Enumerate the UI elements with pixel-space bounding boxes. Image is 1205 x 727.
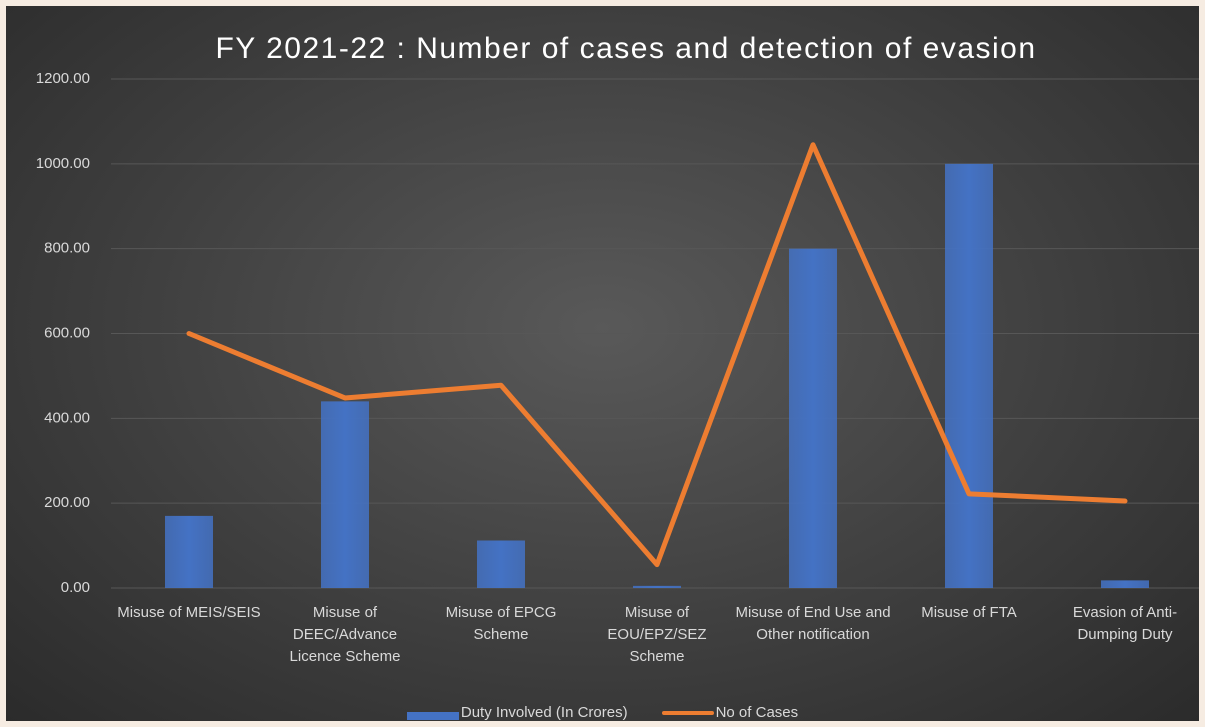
legend-label: Duty Involved (In Crores) (460, 704, 628, 721)
x-tick-label: Misuse of End Use and Other notification (735, 604, 891, 643)
y-tick-label: 1200.00 (36, 70, 90, 87)
x-tick-label: Evasion of Anti-Dumping Duty (1072, 604, 1178, 643)
legend-swatch (406, 711, 459, 720)
chart-frame: FY 2021-22 : Number of cases and detecti… (6, 6, 1199, 721)
bar (945, 163, 993, 589)
x-tick-label: Misuse of EPCG Scheme (445, 604, 557, 643)
x-tick-label: Misuse of EOU/EPZ/SEZ Scheme (607, 604, 707, 665)
bar (789, 248, 837, 588)
legend-swatch (661, 710, 714, 715)
x-tick-label: Misuse of MEIS/SEIS (117, 604, 261, 621)
bar (1101, 580, 1149, 588)
y-tick-label: 600.00 (44, 324, 90, 341)
legend-label: No of Cases (715, 704, 799, 721)
x-tick-label: Misuse of DEEC/Advance Licence Scheme (289, 604, 401, 665)
y-tick-label: 800.00 (44, 240, 90, 257)
y-tick-label: 400.00 (44, 409, 90, 426)
chart-title: FY 2021-22 : Number of cases and detecti… (215, 32, 1036, 65)
x-tick-label: Misuse of FTA (921, 604, 1017, 621)
bar (477, 540, 525, 588)
y-tick-label: 1000.00 (36, 155, 90, 172)
y-tick-label: 200.00 (44, 494, 90, 511)
line (186, 142, 1128, 568)
y-tick-label: 0.00 (61, 579, 90, 596)
bar (633, 585, 681, 588)
bar (165, 515, 213, 588)
chart: FY 2021-22 : Number of cases and detecti… (36, 32, 1199, 596)
bar (321, 401, 369, 588)
legend: Duty Involved (In Crores) No of Cases (6, 704, 1199, 721)
